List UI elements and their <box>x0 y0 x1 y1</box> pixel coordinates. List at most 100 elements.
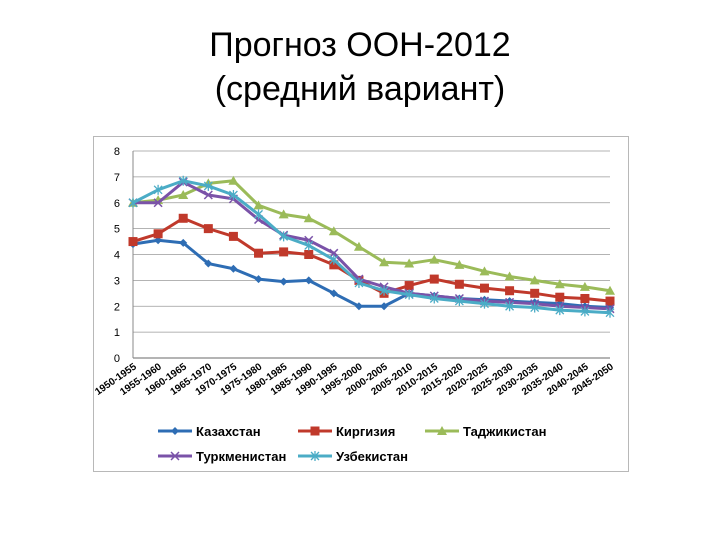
data-point <box>429 254 440 264</box>
data-point <box>228 189 238 200</box>
series-Таджикистан <box>128 175 615 295</box>
data-point <box>354 302 363 311</box>
y-tick-label: 7 <box>114 172 120 184</box>
data-point <box>279 247 289 257</box>
chart-frame <box>93 136 629 472</box>
data-point <box>328 226 339 236</box>
data-point <box>228 231 238 241</box>
data-point <box>203 224 213 234</box>
data-point <box>170 451 180 461</box>
data-point <box>605 285 615 295</box>
y-tick-label: 1 <box>114 327 120 339</box>
data-point <box>304 276 313 285</box>
data-point <box>153 198 163 208</box>
series-Казахстан <box>129 236 614 312</box>
data-point <box>171 427 179 435</box>
y-tick-label: 3 <box>114 275 120 287</box>
data-point <box>304 240 314 251</box>
data-point <box>454 296 464 307</box>
data-point <box>179 238 188 247</box>
data-point <box>529 275 540 285</box>
y-tick-label: 6 <box>114 198 120 210</box>
data-point <box>254 209 263 220</box>
legend-label: Казахстан <box>196 424 261 439</box>
data-point <box>279 231 289 242</box>
data-point <box>303 213 314 223</box>
y-axis-ticks: 0 1 2 3 4 5 6 7 8 <box>114 146 120 365</box>
series-group <box>128 175 615 318</box>
page-title: Прогноз ООН-2012 <box>209 26 511 64</box>
legend: Казахстан Киргизия Таджикистан Туркменистан… <box>158 424 546 464</box>
legend-item: Узбекистан <box>298 449 408 464</box>
data-point <box>580 293 590 303</box>
data-point <box>304 250 314 259</box>
data-point <box>254 275 263 284</box>
data-point <box>505 286 515 296</box>
data-point <box>555 305 565 316</box>
data-point <box>454 259 465 269</box>
data-point <box>228 175 239 185</box>
series-line <box>132 179 611 315</box>
data-point <box>530 302 540 313</box>
data-point <box>353 241 364 251</box>
data-point <box>530 288 540 298</box>
data-point <box>229 264 238 273</box>
data-point <box>555 292 565 302</box>
legend-label: Узбекистан <box>336 449 408 464</box>
data-point <box>153 184 163 195</box>
data-point <box>279 277 288 286</box>
legend-item: Киргизия <box>298 424 395 439</box>
data-point <box>404 258 415 268</box>
data-point <box>329 248 339 258</box>
data-point <box>479 266 490 276</box>
data-point <box>379 285 389 296</box>
data-point <box>278 209 289 219</box>
data-point <box>329 260 339 270</box>
x-axis-ticks: 1950-19551955-19601960-19651965-19701970… <box>93 361 616 398</box>
data-point <box>379 257 390 267</box>
data-point <box>128 197 138 208</box>
data-point <box>310 451 320 461</box>
legend-label: Таджикистан <box>463 424 546 439</box>
legend-label: Туркменистан <box>196 449 286 464</box>
legend-item: Таджикистан <box>425 424 546 439</box>
data-point <box>404 289 414 300</box>
data-point <box>178 189 189 199</box>
data-point <box>505 301 515 312</box>
data-point <box>329 289 338 298</box>
data-point <box>605 296 615 306</box>
data-point <box>554 279 565 289</box>
data-point <box>579 281 590 291</box>
data-point <box>429 274 439 284</box>
data-point <box>504 271 515 281</box>
page-subtitle: (средний вариант) <box>214 70 506 108</box>
legend-label: Киргизия <box>336 424 395 439</box>
data-point <box>310 426 320 436</box>
data-point <box>178 175 188 186</box>
legend-item: Казахстан <box>158 424 261 439</box>
series-Туркменистан <box>128 177 615 314</box>
data-point <box>480 298 489 309</box>
data-point <box>580 306 590 317</box>
y-tick-label: 8 <box>114 146 120 158</box>
data-point <box>404 281 414 291</box>
data-point <box>479 283 489 293</box>
data-point <box>354 277 364 288</box>
data-point <box>204 259 213 268</box>
y-tick-label: 2 <box>114 301 120 313</box>
data-point <box>203 190 213 200</box>
data-point <box>254 248 264 258</box>
data-point <box>153 229 163 239</box>
series-line <box>133 180 611 311</box>
data-point <box>605 307 615 318</box>
legend-item: Туркменистан <box>158 449 286 464</box>
y-tick-label: 5 <box>114 224 120 236</box>
data-point <box>454 279 464 289</box>
series-line <box>132 179 611 293</box>
data-point <box>128 237 138 247</box>
series-Узбекистан <box>128 175 615 318</box>
data-point <box>178 213 188 223</box>
data-point <box>380 302 389 311</box>
y-tick-label: 4 <box>114 250 120 262</box>
